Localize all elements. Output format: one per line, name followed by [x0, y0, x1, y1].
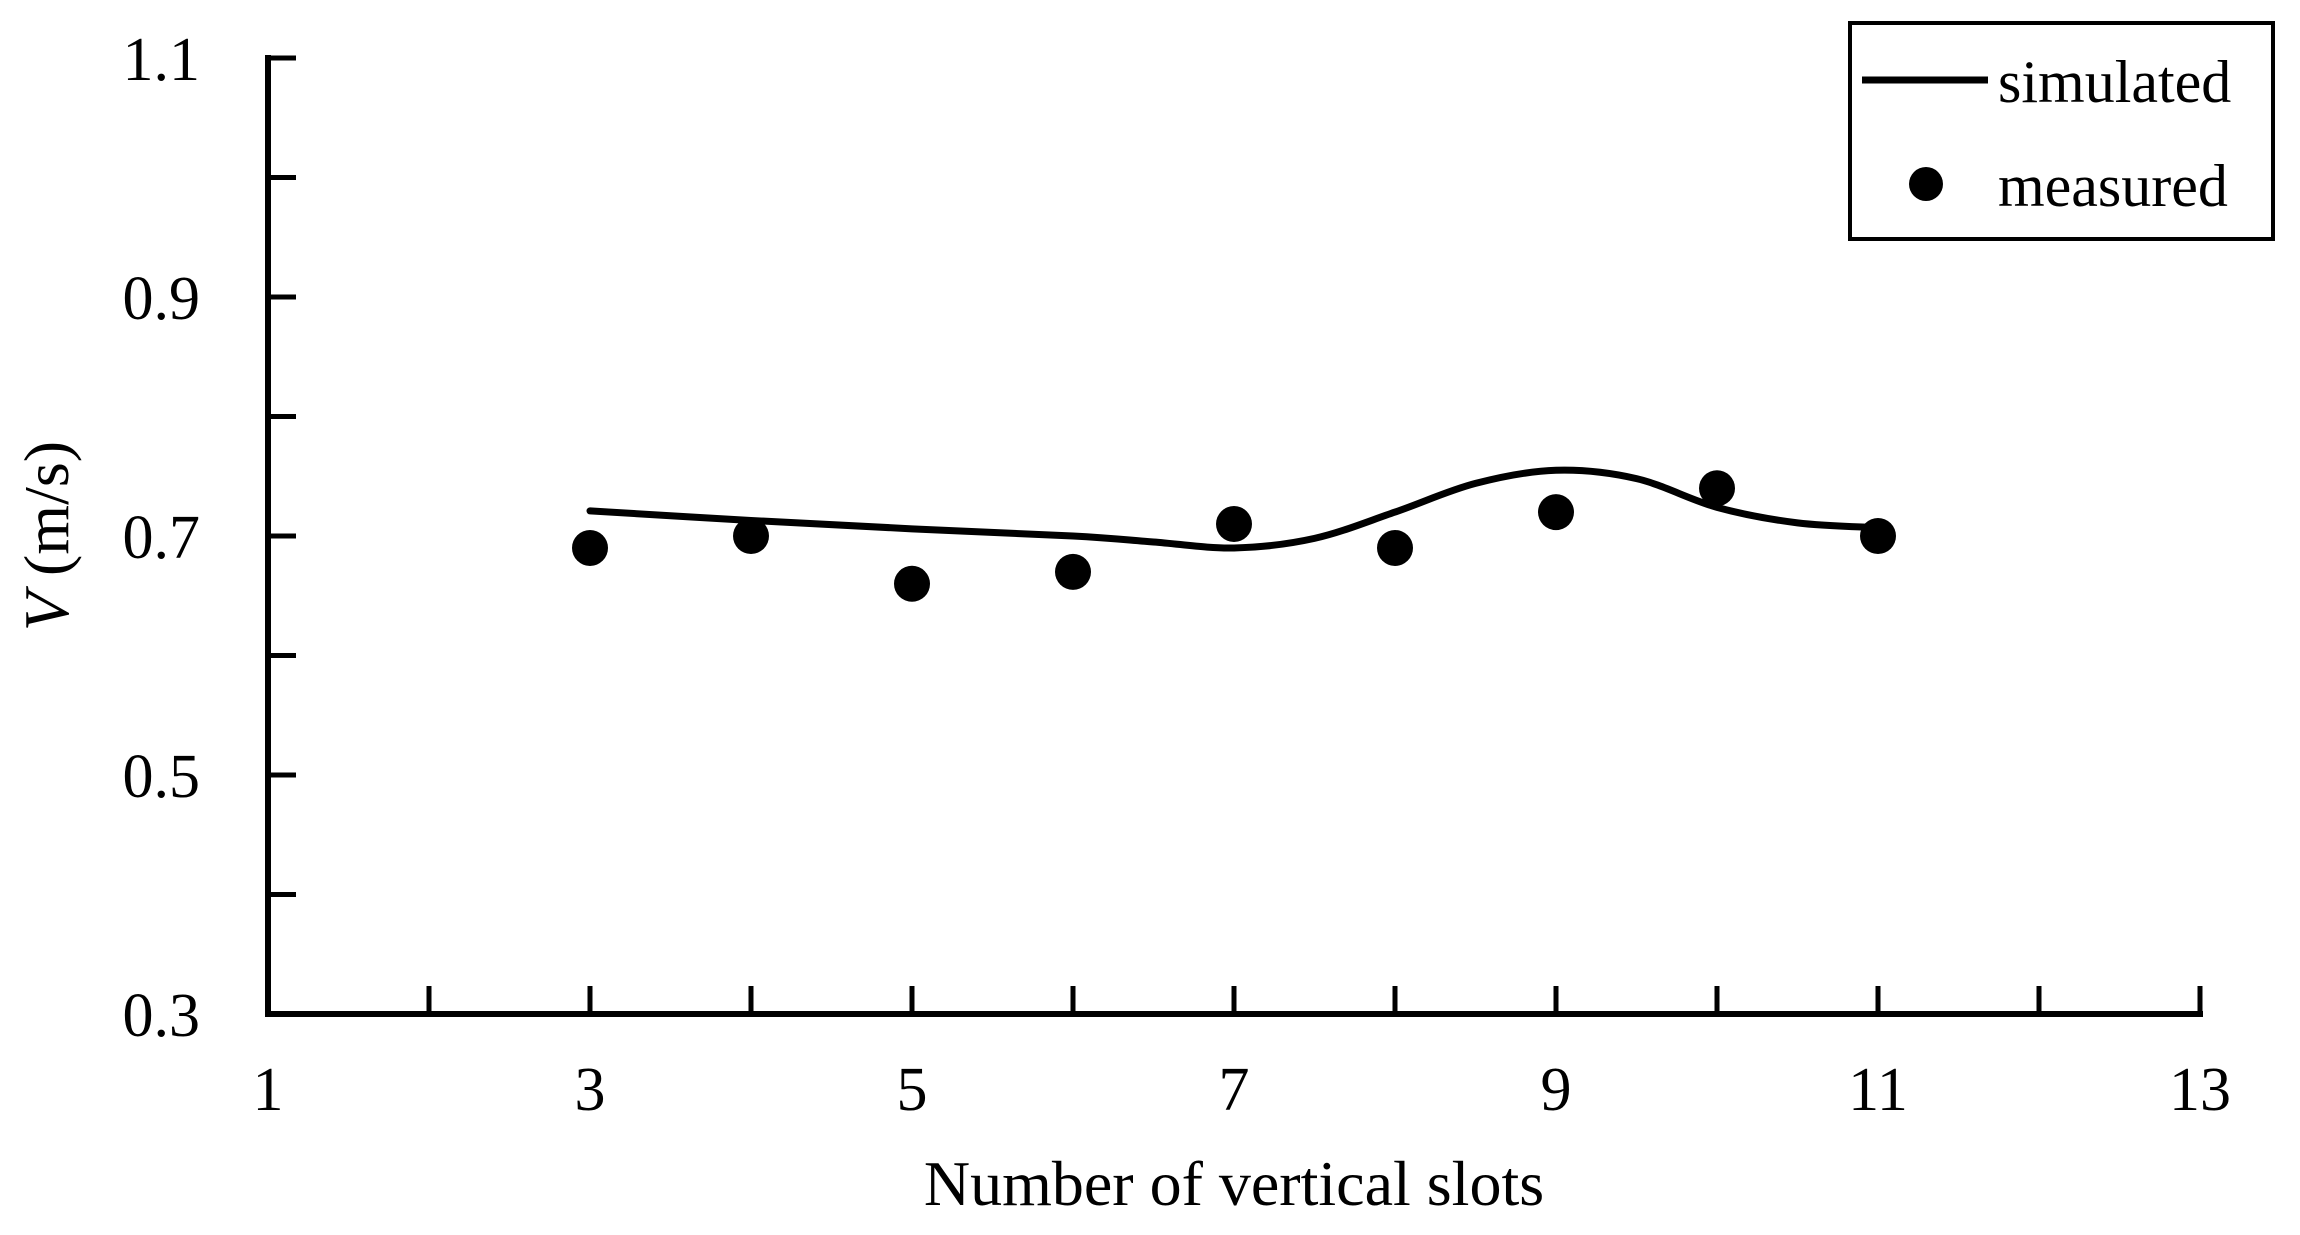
measured-point	[733, 518, 769, 554]
x-tick-label: 9	[1541, 1056, 1572, 1124]
legend-dot-marker	[1909, 167, 1943, 201]
y-tick-label: 0.3	[123, 982, 201, 1050]
measured-point	[1216, 506, 1252, 543]
y-axis-title: V (m/s)	[11, 441, 82, 631]
measured-point	[572, 529, 608, 566]
y-tick-label: 0.5	[123, 743, 201, 811]
x-tick-label: 1	[253, 1056, 284, 1124]
x-tick-label: 3	[575, 1056, 606, 1124]
data-series	[572, 466, 1896, 602]
x-tick-label: 13	[2169, 1056, 2231, 1124]
x-tick-label: 5	[897, 1056, 928, 1124]
measured-point	[894, 565, 930, 602]
legend: simulated measured	[1848, 21, 2275, 241]
simulated-curve	[586, 466, 1882, 552]
legend-label-simulated: simulated	[1998, 49, 2231, 115]
measured-point	[1377, 529, 1413, 566]
axes: 1 3 5 7 9 11 130.30.50.70.91.1	[123, 26, 2232, 1124]
x-tick-label: 7	[1219, 1056, 1250, 1124]
legend-label-measured: measured	[1998, 153, 2228, 219]
y-axis-title-variable: V	[11, 585, 82, 631]
x-axis-title: Number of vertical slots	[924, 1148, 1544, 1219]
x-tick-label: 11	[1848, 1056, 1908, 1124]
y-tick-label: 0.9	[123, 265, 201, 333]
y-axis-title-units: (m/s)	[11, 441, 82, 592]
y-tick-label: 0.7	[123, 504, 201, 572]
y-tick-label: 1.1	[123, 26, 201, 94]
legend-box	[1848, 21, 2275, 241]
measured-point	[1699, 470, 1735, 507]
measured-point	[1860, 518, 1896, 554]
measured-point	[1055, 553, 1091, 590]
measured-point	[1538, 494, 1574, 531]
